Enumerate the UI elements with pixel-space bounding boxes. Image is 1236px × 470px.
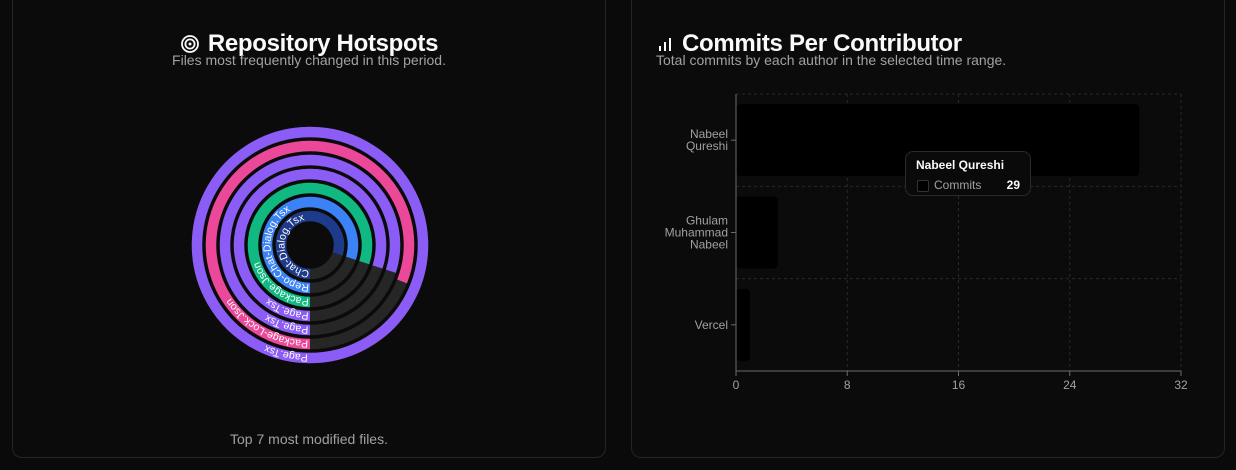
bar[interactable] — [736, 104, 1140, 177]
radial-bar[interactable] — [233, 168, 387, 322]
radial-bar[interactable] — [191, 126, 429, 364]
tooltip-swatch — [917, 180, 929, 192]
bar[interactable] — [736, 196, 778, 269]
radial-bar[interactable] — [261, 196, 359, 294]
y-tick-label: Vercel — [695, 318, 728, 332]
bar[interactable] — [736, 288, 750, 361]
hotspots-footer: Top 7 most modified files. — [230, 431, 388, 447]
commits-title-text: Commits Per Contributor — [682, 30, 962, 57]
radial-bar[interactable] — [205, 140, 415, 350]
tooltip-title: Nabeel Qureshi — [916, 158, 1005, 172]
radial-bar[interactable] — [275, 210, 345, 280]
commits-tooltip: Nabeel Qureshi Commits 29 — [905, 151, 1031, 196]
target-icon — [180, 34, 200, 54]
hotspots-title-text: Repository Hotspots — [207, 30, 439, 57]
radial-bar[interactable] — [247, 182, 373, 308]
x-tick-label: 0 — [733, 378, 740, 392]
x-tick-label: 8 — [844, 378, 851, 392]
radial-bar[interactable] — [219, 154, 401, 336]
x-tick-label: 24 — [1063, 378, 1077, 392]
commits-card — [631, 0, 1225, 458]
commits-subtitle: Total commits by each author in the sele… — [656, 52, 1007, 68]
hotspots-subtitle: Files most frequently changed in this pe… — [172, 52, 446, 68]
bar-chart-icon — [656, 35, 674, 53]
x-tick-label: 16 — [952, 378, 966, 392]
hotspots-title: Repository Hotspots — [12, 30, 606, 58]
commits-title: Commits Per Contributor — [656, 30, 962, 58]
tooltip-key: Commits — [934, 178, 982, 192]
x-tick-label: 32 — [1174, 378, 1188, 392]
y-tick-label: Ghulam Muhammad Nabeel — [665, 214, 728, 252]
y-tick-label: Nabeel Qureshi — [686, 127, 728, 153]
hotspots-card — [12, 0, 606, 458]
commits-bar-chart: 0 8 16 24 32 Nabeel Qureshi Ghulam Muhammad Nabee… — [665, 93, 1188, 392]
tooltip-value: 29 — [1006, 178, 1020, 192]
